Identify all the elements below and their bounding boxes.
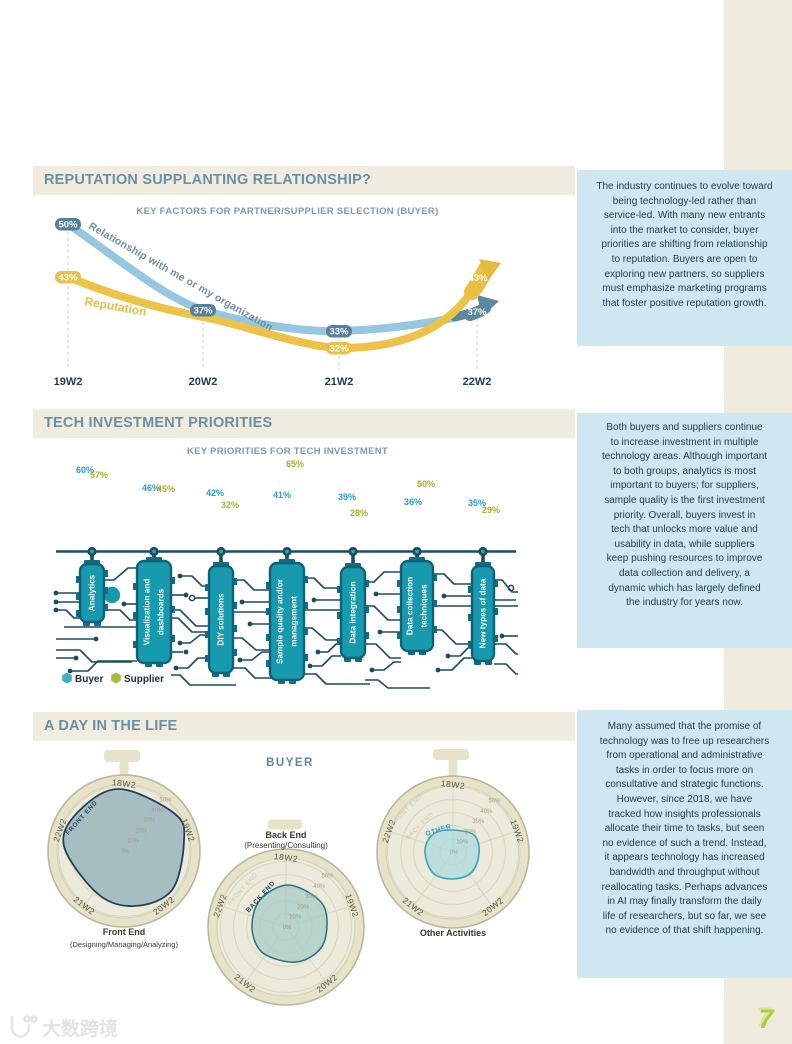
svg-text:Data integration: Data integration [349,581,358,643]
svg-text:Relationship with me or my org: Relationship with me or my organization [87,220,275,334]
svg-text:10%: 10% [289,915,302,921]
svg-text:22W2: 22W2 [463,376,492,388]
svg-text:18W2: 18W2 [440,778,465,791]
svg-text:43%: 43% [468,273,488,284]
svg-text:50%: 50% [58,220,78,231]
svg-text:techniques: techniques [420,584,429,628]
svg-text:Other Activities: Other Activities [420,928,486,938]
svg-text:Analytics: Analytics [88,574,97,611]
svg-text:20%: 20% [297,904,310,910]
svg-text:0%: 0% [450,850,459,856]
svg-text:37%: 37% [467,307,487,318]
svg-text:Back End: Back End [265,830,306,840]
svg-text:Supplier: Supplier [124,674,164,685]
svg-text:30%: 30% [143,818,156,824]
svg-text:(Designing/Managing/Analyzing): (Designing/Managing/Analyzing) [70,940,178,949]
svg-text:(Presenting/Consulting): (Presenting/Consulting) [244,841,328,850]
svg-text:Sample quality and/or: Sample quality and/or [276,578,285,664]
svg-text:40%: 40% [151,808,164,814]
svg-text:19W2: 19W2 [54,376,83,388]
svg-text:10%: 10% [456,840,469,846]
svg-text:10%: 10% [127,839,140,845]
svg-text:37%: 37% [193,306,213,317]
svg-text:32%: 32% [329,344,349,355]
svg-text:Buyer: Buyer [75,674,103,685]
svg-text:50%: 50% [488,799,501,805]
svg-text:20%: 20% [464,829,477,835]
svg-text:43%: 43% [58,273,78,284]
svg-text:33%: 33% [329,327,349,338]
svg-text:Front End: Front End [103,927,146,937]
svg-text:DIY solutions: DIY solutions [217,593,226,646]
svg-text:0%: 0% [121,849,130,855]
svg-text:20W2: 20W2 [189,376,218,388]
svg-text:21W2: 21W2 [325,376,354,388]
svg-text:大数跨境: 大数跨境 [42,1017,118,1040]
svg-text:Data collection: Data collection [406,577,415,635]
svg-text:dashboards: dashboards [157,588,166,635]
svg-text:20%: 20% [135,828,148,834]
svg-text:50%: 50% [321,874,334,880]
svg-text:18W2: 18W2 [273,851,298,864]
svg-text:management: management [290,596,299,647]
svg-text:0%: 0% [283,925,292,931]
svg-text:18W2: 18W2 [111,777,136,790]
svg-text:New types of data: New types of data [479,578,488,648]
svg-text:30%: 30% [472,819,485,825]
svg-text:30%: 30% [305,894,318,900]
svg-text:40%: 40% [480,809,493,815]
svg-text:Visualization and: Visualization and [143,579,152,646]
svg-text:40%: 40% [313,884,326,890]
svg-text:50%: 50% [159,798,172,804]
